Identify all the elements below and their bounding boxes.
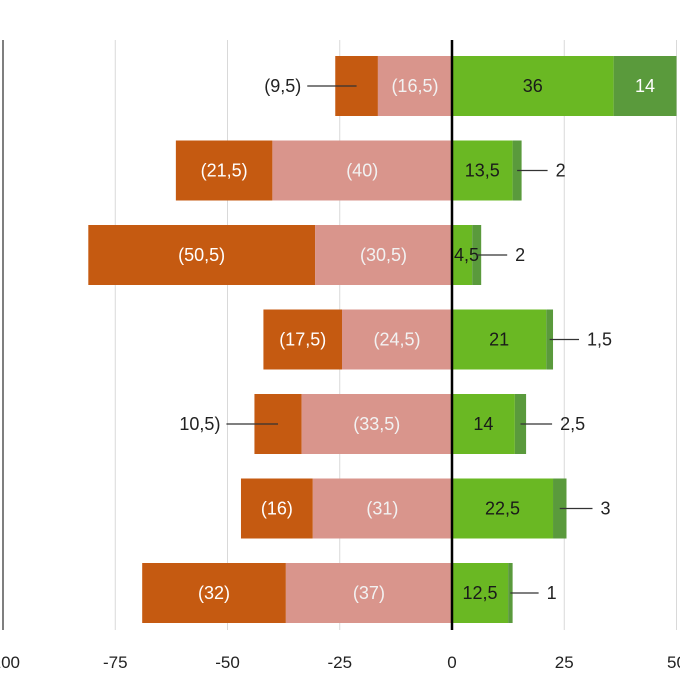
label-pos-outer: 2 — [556, 161, 566, 181]
label-neg-inner: (24,5) — [373, 330, 420, 350]
x-tick-label: -50 — [215, 653, 240, 672]
label-pos-inner: 12,5 — [463, 583, 498, 603]
label-pos-inner: 22,5 — [485, 499, 520, 519]
label-pos-inner: 4,5 — [454, 245, 479, 265]
x-tick-label: 50 — [667, 653, 680, 672]
bar-pos-inner — [452, 478, 554, 539]
bar-neg-inner — [301, 394, 452, 454]
x-tick-label: -100 — [0, 653, 20, 672]
label-neg-outer: (17,5) — [279, 330, 326, 350]
bar-pos-outer — [613, 56, 677, 116]
x-axis: -100 -75 -50 -25 0 25 50 — [0, 40, 680, 672]
label-neg-inner: (40) — [346, 161, 378, 181]
bar-pos-inner — [452, 394, 515, 454]
bar-neg-outer — [175, 140, 273, 201]
bars — [88, 56, 677, 623]
label-neg-inner: (16,5) — [391, 76, 438, 96]
bar-neg-inner — [377, 56, 452, 116]
bar-pos-inner — [452, 140, 513, 201]
bar-neg-outer — [142, 563, 286, 623]
gridlines — [2, 40, 677, 630]
label-pos-outer: 1,5 — [587, 330, 612, 350]
bar-neg-outer — [263, 309, 342, 370]
label-pos-inner: 13,5 — [465, 161, 500, 181]
label-pos-inner: 14 — [473, 414, 493, 434]
label-pos-outer: 2,5 — [560, 414, 585, 434]
bar-neg-inner — [341, 309, 452, 370]
label-neg-outer: (32) — [198, 583, 230, 603]
label-neg-outer: (21,5) — [201, 161, 248, 181]
bar-neg-inner — [312, 478, 452, 539]
bar-pos-inner — [452, 309, 547, 370]
label-neg-inner: (37) — [353, 583, 385, 603]
label-neg-outer: (16) — [261, 499, 293, 519]
bar-neg-inner — [272, 140, 452, 201]
label-pos-outer: 1 — [547, 583, 557, 603]
label-neg-inner: (30,5) — [360, 245, 407, 265]
bar-pos-inner — [452, 225, 473, 285]
bar-neg-inner — [285, 563, 452, 623]
label-neg-inner: (33,5) — [353, 414, 400, 434]
bar-neg-inner — [315, 225, 452, 285]
x-tick-label: -25 — [327, 653, 352, 672]
x-tick-label: 25 — [555, 653, 574, 672]
bar-pos-inner — [452, 563, 509, 623]
bar-neg-outer — [240, 478, 313, 539]
label-neg-outer: 10,5) — [179, 414, 220, 434]
label-neg-inner: (31) — [366, 499, 398, 519]
label-pos-inner: 36 — [523, 76, 543, 96]
bar-neg-outer — [88, 225, 316, 285]
label-pos-outer: 2 — [515, 245, 525, 265]
label-pos-outer: 3 — [600, 499, 610, 519]
label-neg-outer: (50,5) — [178, 245, 225, 265]
label-pos-outer: 14 — [635, 76, 655, 96]
data-labels: (16,5) (9,5) 36 14 (40) (21,5) 13,5 2 (30,5) (50,… — [178, 76, 655, 603]
label-neg-outer: (9,5) — [264, 76, 301, 96]
x-tick-label: -75 — [103, 653, 128, 672]
bar-pos-inner — [452, 56, 614, 116]
label-pos-inner: 21 — [489, 330, 509, 350]
x-tick-label: 0 — [447, 653, 456, 672]
